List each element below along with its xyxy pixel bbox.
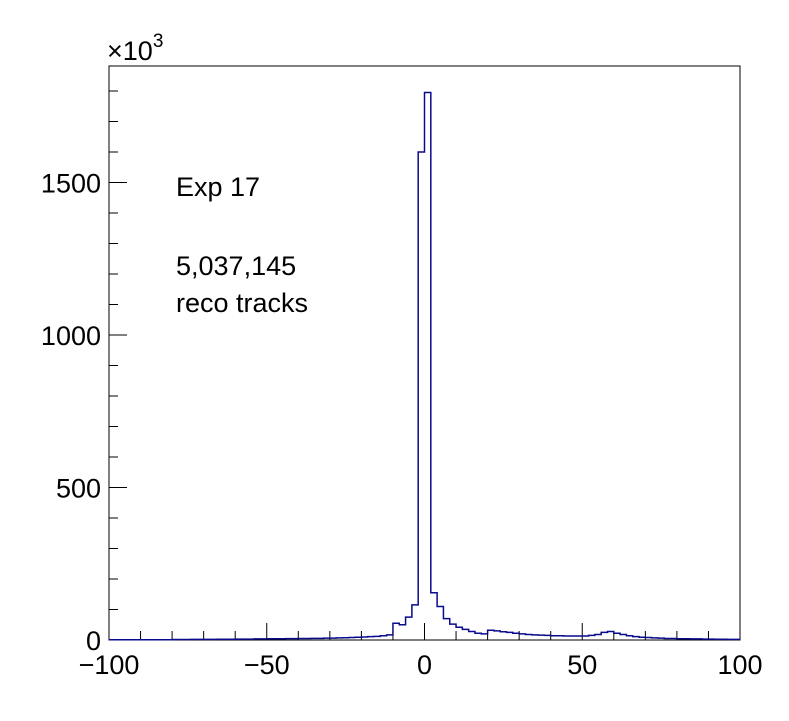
y-tick-label: 0: [86, 626, 101, 656]
y-multiplier-label: ×103: [107, 31, 163, 66]
annotation-track-label: reco tracks: [176, 288, 308, 318]
y-tick-label: 500: [56, 474, 101, 504]
y-tick-label: 1500: [41, 169, 101, 199]
x-tick-label: 50: [567, 650, 597, 680]
annotation-experiment: Exp 17: [176, 172, 260, 202]
x-tick-label: 100: [717, 650, 762, 680]
histogram-line: [109, 91, 740, 641]
x-tick-label: 0: [417, 650, 432, 680]
y-multiplier-exponent: 3: [153, 31, 164, 52]
x-tick-label: −100: [79, 650, 140, 680]
x-axis-ticks: −100 −50 0 50 100: [79, 623, 763, 680]
y-axis-ticks: 0 500 1000 1500: [41, 90, 127, 656]
annotation-track-count: 5,037,145: [176, 251, 296, 281]
y-multiplier-base: ×10: [107, 36, 153, 66]
x-tick-label: −50: [244, 650, 290, 680]
y-tick-label: 1000: [41, 321, 101, 351]
